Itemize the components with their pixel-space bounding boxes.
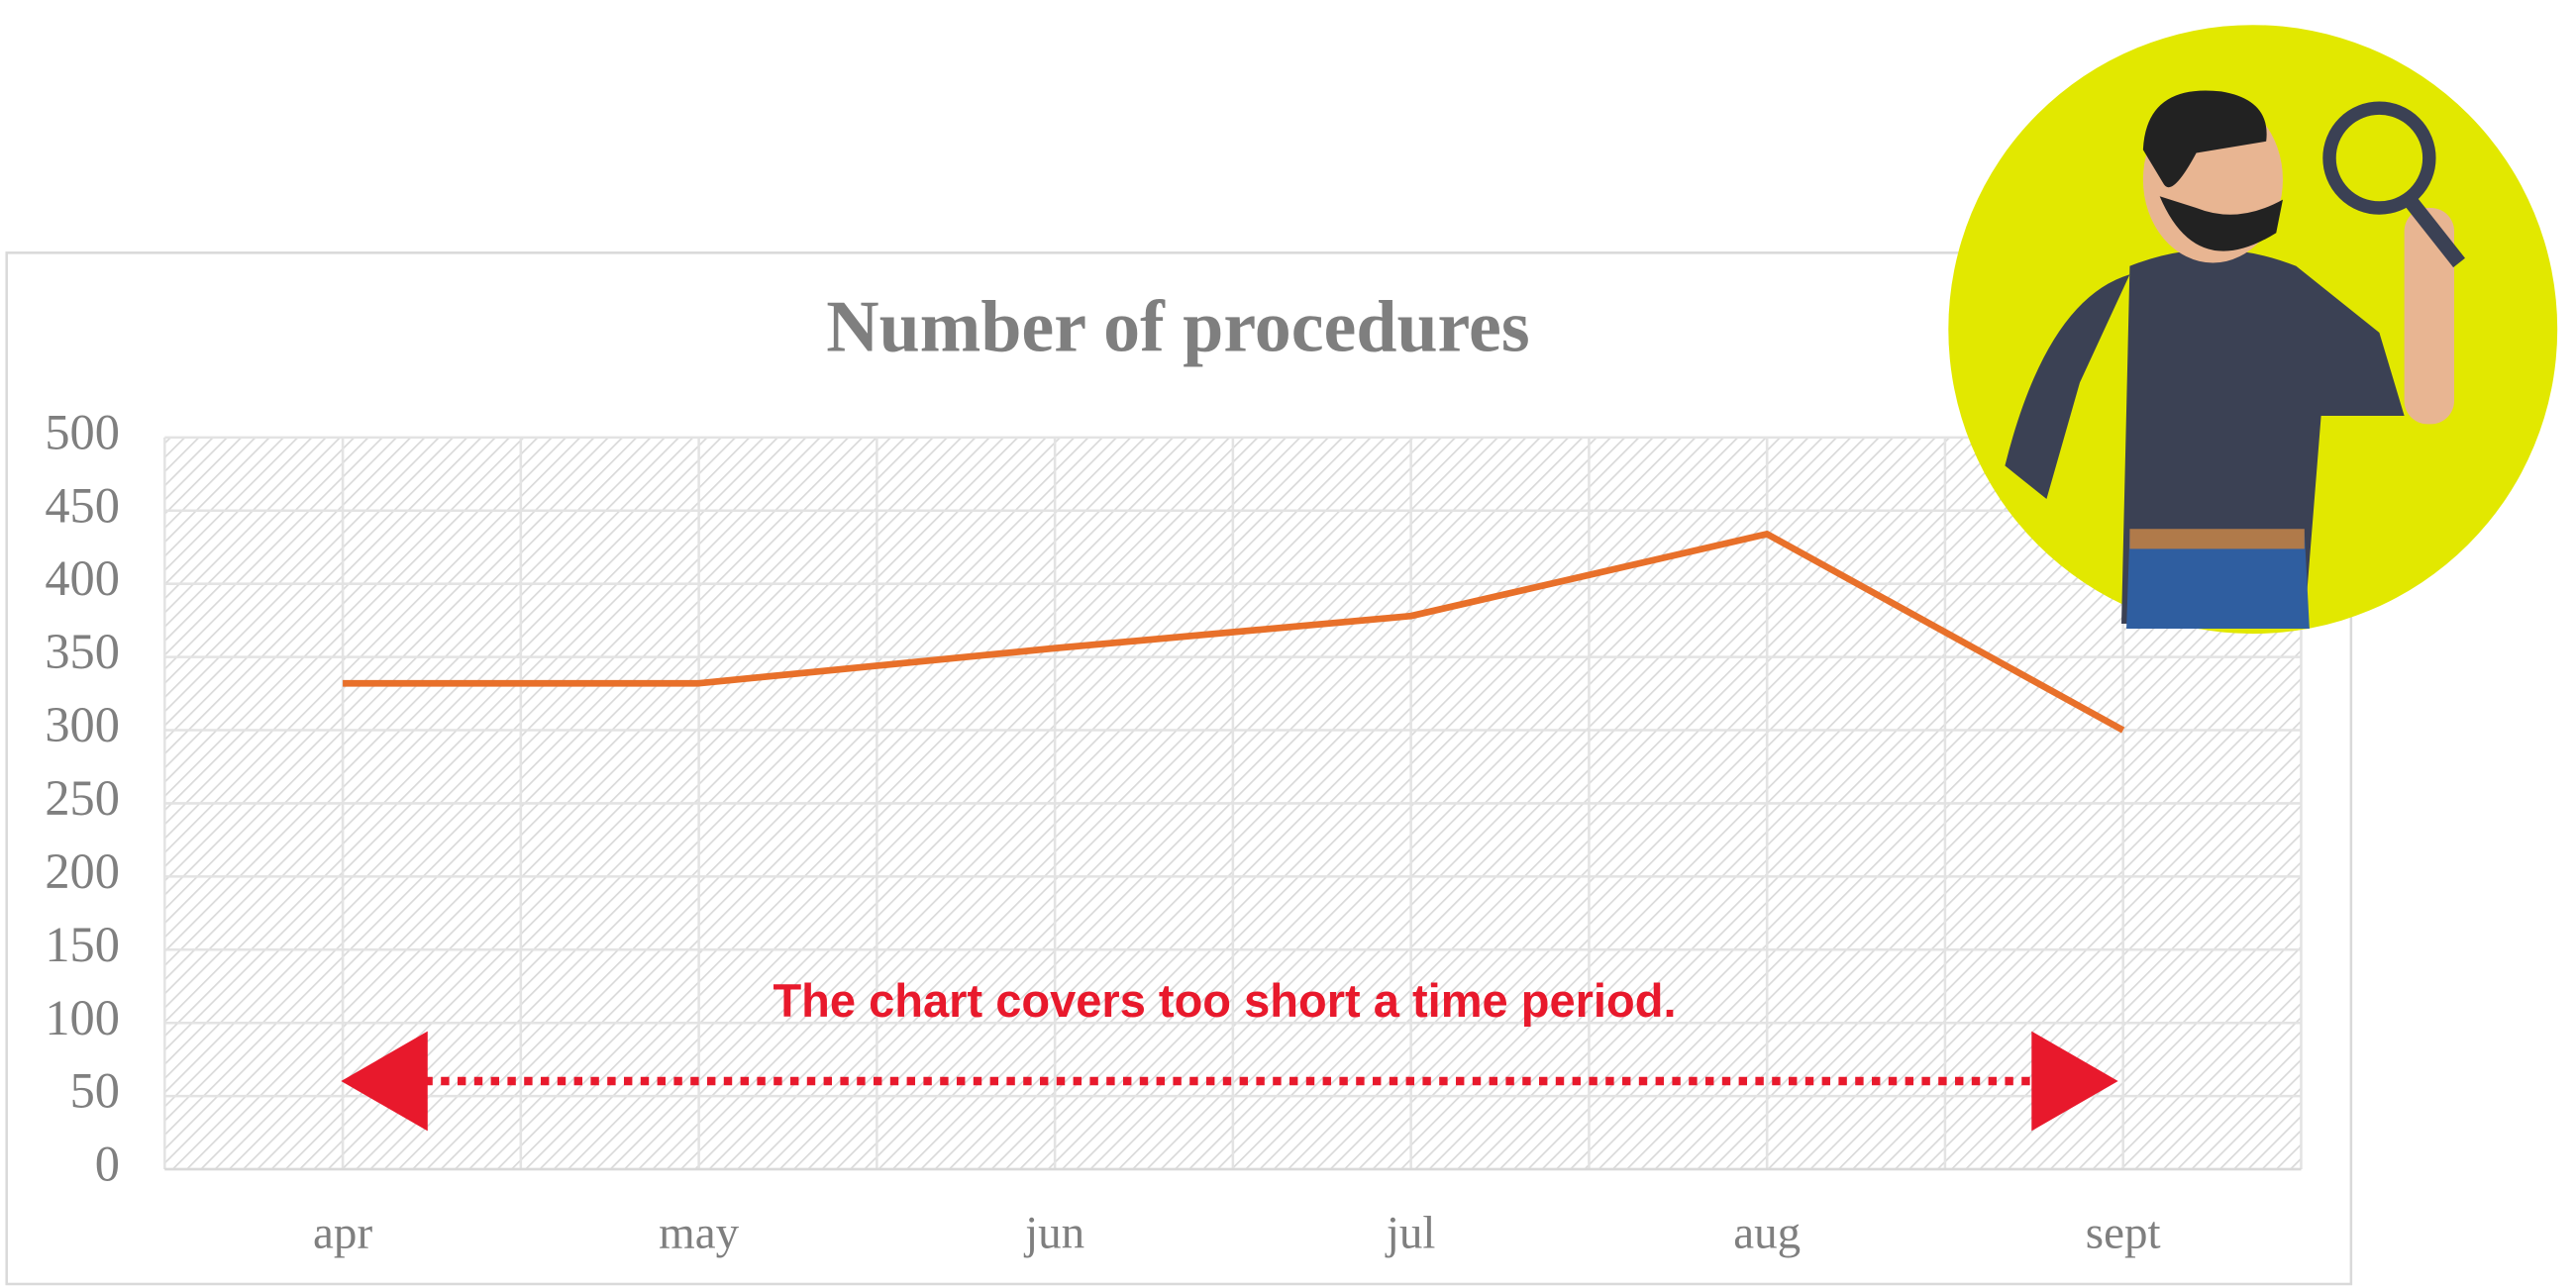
y-tick-label: 250 xyxy=(45,770,120,826)
y-tick-label: 200 xyxy=(45,843,120,899)
chart-title: Number of procedures xyxy=(826,286,1529,367)
arrow-head-left xyxy=(341,1031,428,1132)
y-tick-label: 0 xyxy=(95,1137,120,1192)
x-tick-label: may xyxy=(659,1208,739,1259)
x-tick-label: aug xyxy=(1733,1208,1801,1259)
y-tick-label: 500 xyxy=(45,404,120,459)
x-tick-label: apr xyxy=(313,1208,372,1259)
magnifier xyxy=(2322,101,2436,215)
person-jeans xyxy=(2126,532,2310,630)
y-tick-label: 150 xyxy=(45,917,120,972)
illustration xyxy=(1948,25,2558,635)
y-tick-label: 450 xyxy=(45,477,120,533)
person-beard xyxy=(2159,196,2283,251)
y-tick-label: 100 xyxy=(45,990,120,1045)
data-line xyxy=(343,531,2125,734)
y-tick-label: 350 xyxy=(45,624,120,679)
y-tick-label: 400 xyxy=(45,550,120,606)
annotation-arrow xyxy=(341,1031,2118,1132)
arrow-head-right xyxy=(2031,1031,2118,1132)
person-belt xyxy=(2129,529,2305,549)
person-raised-arm xyxy=(2404,208,2455,425)
x-tick-label: jun xyxy=(1023,1208,1084,1259)
person-hair xyxy=(2142,90,2267,188)
person-arm xyxy=(2005,274,2130,500)
y-tick-label: 50 xyxy=(70,1063,120,1119)
x-tick-label: sept xyxy=(2086,1208,2161,1259)
y-tick-label: 300 xyxy=(45,697,120,752)
annotation: The chart covers too short a time period… xyxy=(773,974,1676,1027)
x-tick-label: jul xyxy=(1385,1208,1436,1259)
magnifier-handle xyxy=(2403,194,2465,268)
